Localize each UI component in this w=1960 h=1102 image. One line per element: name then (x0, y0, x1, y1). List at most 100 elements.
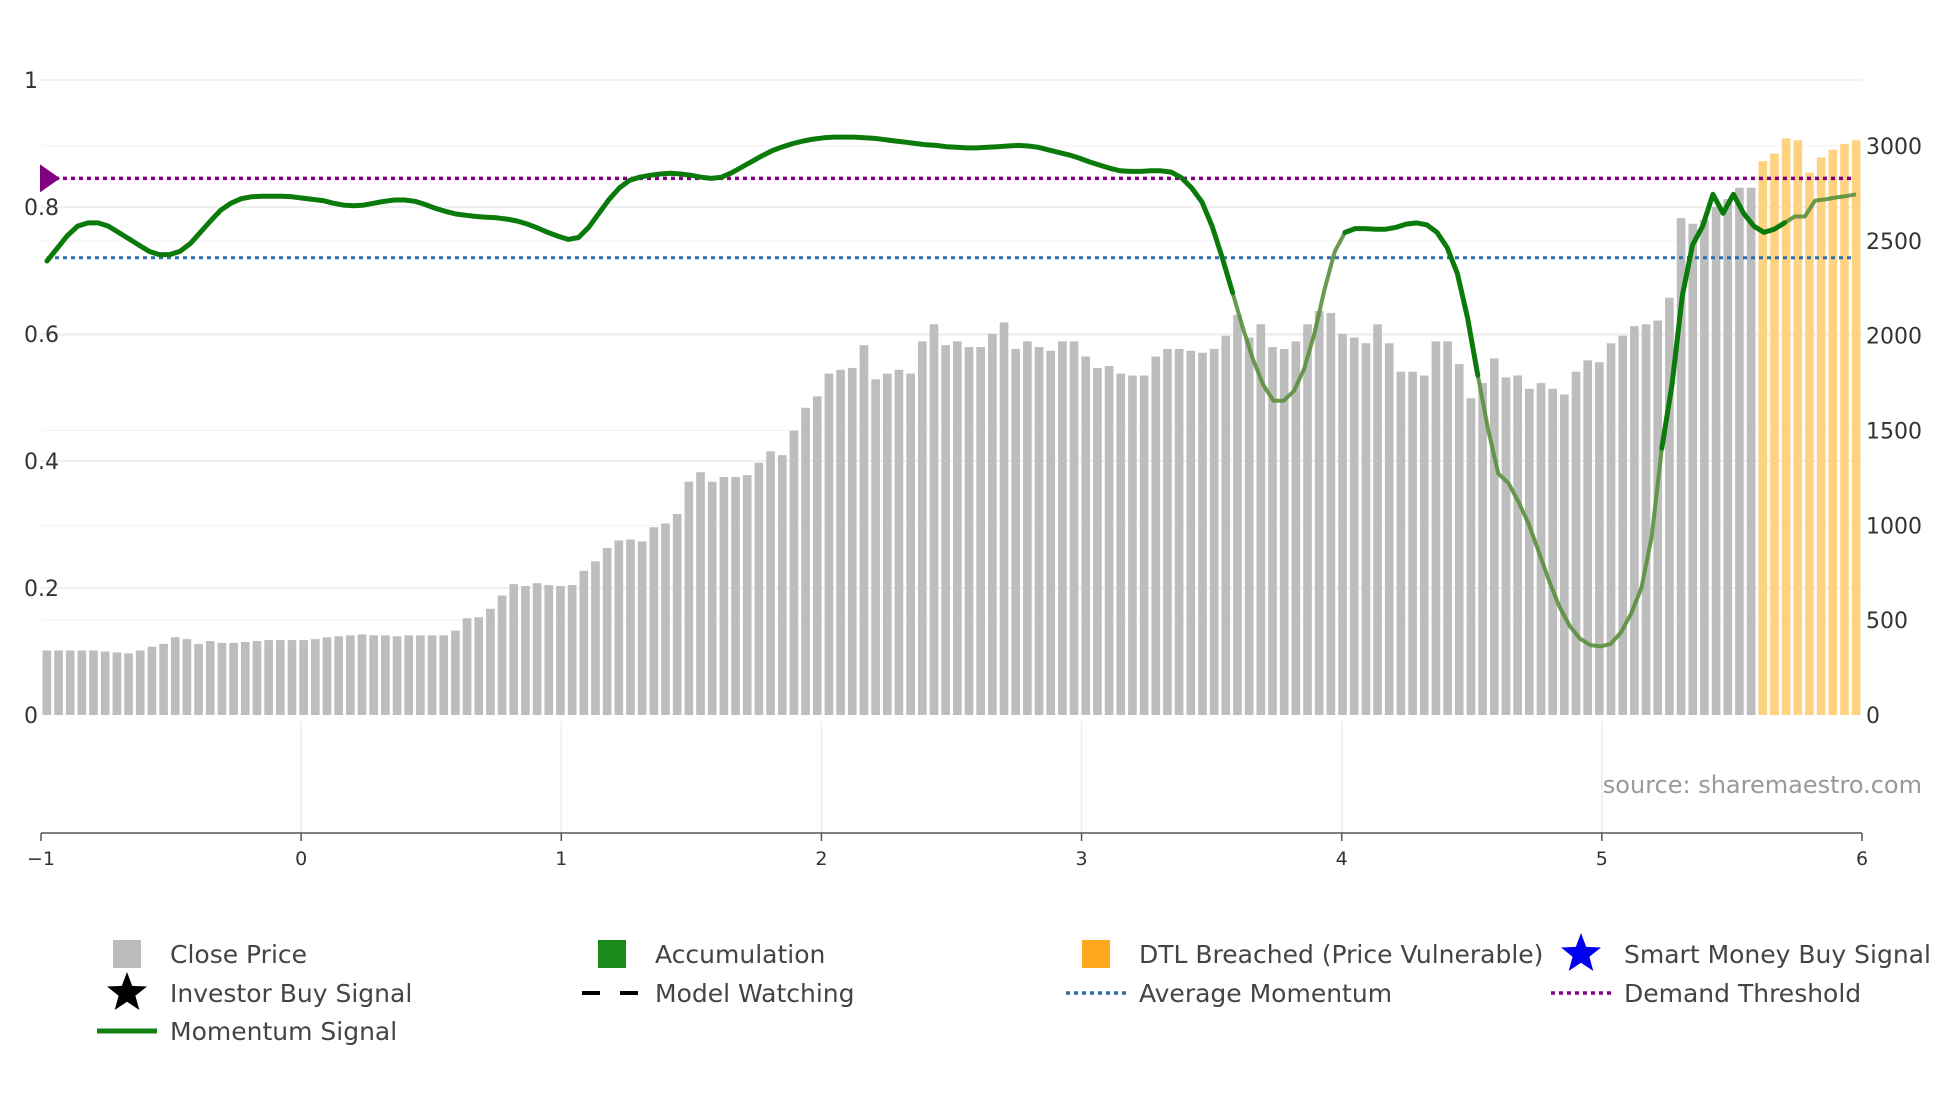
close-price-bar (1034, 347, 1044, 715)
close-price-bar (672, 513, 682, 715)
close-price-bar (1513, 375, 1522, 715)
close-price-bar (929, 324, 939, 715)
left-tick-label: 0.4 (24, 450, 59, 475)
close-price-bar (1128, 375, 1137, 715)
close-price-bar (801, 407, 810, 715)
close-price-bar (1314, 311, 1324, 715)
close-price-bar (1104, 366, 1114, 715)
legend-item: Average Momentum (1066, 979, 1392, 1008)
blue-star-icon (1561, 933, 1601, 971)
close-price-bar (836, 369, 845, 715)
source-label: source: sharemaestro.com (1603, 771, 1922, 799)
vulnerable-price-bar (1805, 172, 1814, 716)
close-price-bar (462, 618, 472, 715)
close-price-bar (42, 650, 52, 715)
close-price-bar (357, 634, 367, 715)
left-tick-label: 0.2 (24, 577, 59, 602)
legend-label: Demand Threshold (1624, 979, 1861, 1008)
close-price-bar (1186, 350, 1196, 715)
close-price-bar (871, 379, 880, 715)
close-price-bar (1711, 206, 1721, 715)
close-price-bar (1560, 394, 1569, 715)
close-price-bar (964, 347, 974, 715)
close-price-bar (918, 341, 927, 715)
x-tick-label: 4 (1336, 848, 1348, 870)
close-price-bar (1618, 335, 1628, 715)
close-price-bar (777, 455, 787, 715)
close-price-bar (824, 373, 834, 715)
close-price-bar (1058, 341, 1067, 715)
close-price-bar (859, 345, 869, 715)
close-price-bar (170, 637, 180, 715)
close-price-bar (1525, 388, 1534, 715)
legend-item: Investor Buy Signal (107, 972, 412, 1010)
close-price-bar (381, 635, 390, 715)
square-grey-icon (113, 940, 141, 968)
vulnerable-price-bar (1840, 144, 1849, 716)
close-price-bar (1396, 371, 1406, 715)
close-price-bar (275, 640, 285, 715)
legend-label: Model Watching (655, 979, 855, 1008)
close-price-bar (1665, 297, 1674, 715)
close-price-bar (1093, 367, 1102, 715)
x-tick-label: 3 (1076, 848, 1088, 870)
close-price-bar (742, 475, 752, 715)
close-price-bar (906, 373, 915, 715)
close-price-bar (1466, 398, 1476, 715)
close-price-bar (194, 643, 203, 716)
close-price-bar (299, 640, 308, 715)
close-price-bar (1606, 343, 1616, 715)
close-price-bar (847, 367, 857, 715)
close-price-bar (1361, 343, 1371, 715)
close-price-bar (1244, 337, 1254, 715)
close-price-bar (77, 650, 87, 715)
x-tick-label: 0 (295, 848, 307, 870)
legend-label: DTL Breached (Price Vulnerable) (1139, 940, 1543, 969)
close-price-bar (147, 646, 157, 715)
close-price-bar (661, 523, 670, 715)
close-price-bar (1700, 219, 1709, 715)
close-price-bar (602, 548, 612, 715)
x-tick-label: 1 (555, 848, 567, 870)
legend-item: Demand Threshold (1551, 979, 1861, 1008)
close-price-bar (54, 650, 63, 715)
right-tick-label: 2500 (1866, 230, 1922, 255)
close-price-bar (1221, 335, 1231, 715)
x-tick-label: 5 (1596, 848, 1608, 870)
close-price-bar (1630, 326, 1639, 715)
close-price-bar (976, 347, 985, 715)
momentum-signal-line-strong (44, 134, 1236, 296)
close-price-bar (1595, 362, 1604, 715)
vulnerable-price-bar (1770, 153, 1779, 716)
right-tick-label: 2000 (1866, 325, 1922, 350)
close-price-bar (451, 630, 460, 715)
close-price-bar (217, 642, 227, 715)
legend-label: Investor Buy Signal (170, 979, 412, 1008)
close-price-bar (953, 341, 962, 715)
close-price-bar (1139, 375, 1149, 715)
right-tick-label: 500 (1866, 609, 1908, 634)
close-price-bar (1431, 341, 1441, 715)
close-price-bar (1583, 360, 1592, 715)
close-price-bar (1198, 352, 1207, 715)
close-price-bar (1209, 348, 1219, 715)
close-price-bar (159, 643, 168, 716)
close-price-bar (135, 650, 145, 715)
close-price-bar (100, 651, 110, 715)
legend-item: Model Watching (582, 979, 855, 1008)
demand-threshold-marker (40, 164, 60, 193)
close-price-bar (999, 322, 1009, 715)
close-price-bar (1338, 333, 1347, 715)
close-price-bar (497, 595, 507, 715)
left-tick-label: 0.8 (24, 196, 59, 221)
close-price-bar (1233, 314, 1242, 715)
close-price-bar (1408, 371, 1417, 715)
legend-label: Smart Money Buy Signal (1624, 940, 1931, 969)
close-price-bar (696, 472, 705, 715)
axes: 0 0.2 0.4 0.6 0.8 1 0 500 1000 1500 2000 2500 3000 −1… (24, 69, 1922, 870)
close-price-bar (124, 653, 133, 715)
close-price-bar (439, 635, 449, 715)
close-price-bar (229, 642, 238, 715)
close-price-bar (521, 586, 530, 715)
